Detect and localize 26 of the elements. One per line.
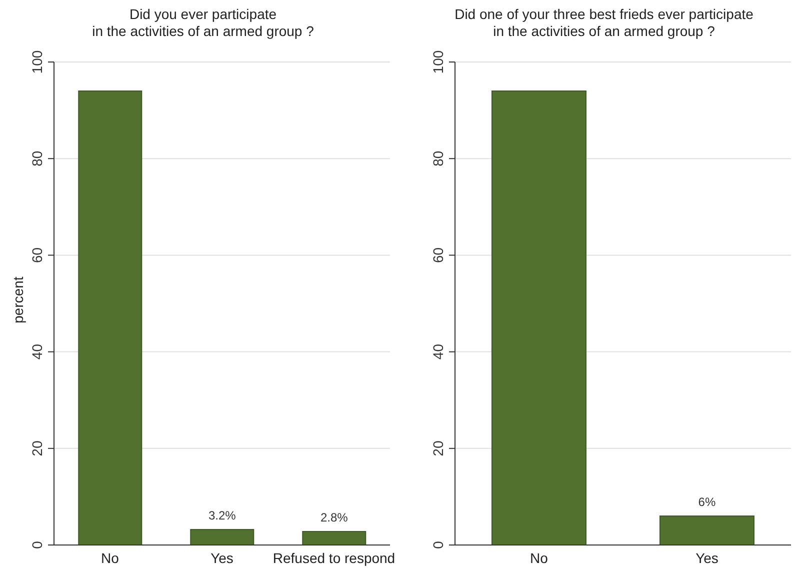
x-tick-label: No: [101, 550, 120, 566]
y-tick-label: 80: [29, 150, 45, 166]
y-axis-title: percent: [10, 276, 26, 324]
x-tick-label: Refused to respond: [272, 550, 396, 566]
bar: [78, 90, 142, 545]
y-tick-label: 0: [430, 540, 446, 549]
y-tick-label: 20: [430, 440, 446, 456]
y-tick-label: 80: [430, 150, 446, 166]
y-tick-label: 100: [29, 50, 45, 74]
y-tick-label: 60: [430, 247, 446, 263]
bar: [190, 529, 254, 545]
y-tick-label: 100: [430, 50, 446, 74]
x-tick-label: Yes: [210, 550, 234, 566]
y-tick-label: 40: [29, 344, 45, 360]
bar: [302, 530, 366, 545]
x-tick-label: Yes: [696, 550, 718, 566]
y-tick-label: 20: [29, 440, 45, 456]
y-tick-label: 0: [29, 540, 45, 549]
chart-title: Did one of your three best frieds ever participate in the activities of an armed group ?: [454, 6, 754, 40]
data-label: 6%: [698, 495, 716, 510]
chart-title: Did you ever participate in the activities of an armed group ?: [91, 6, 315, 40]
y-tick-label: 40: [430, 344, 446, 360]
y-tick-label: 60: [29, 247, 45, 263]
x-tick-label: No: [530, 550, 548, 566]
data-label: 3.2%: [208, 508, 236, 523]
data-label: 2.8%: [320, 510, 348, 524]
